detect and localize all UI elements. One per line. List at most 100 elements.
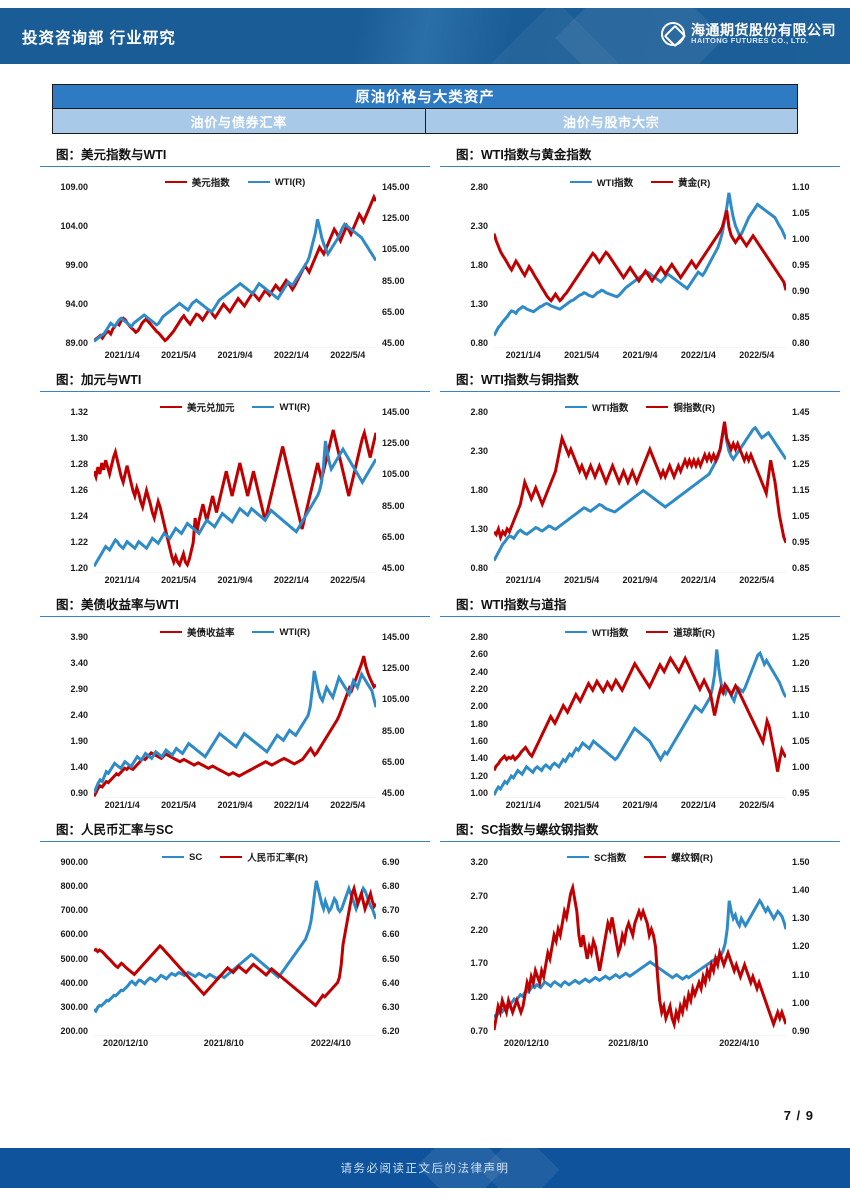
y-tick-left: 2.00	[470, 701, 488, 712]
chart-canvas-ust-yield-wti	[94, 633, 376, 798]
series-line	[94, 219, 376, 341]
y-tick-right: 1.20	[792, 941, 810, 952]
y-tick-left: 500.00	[60, 953, 88, 964]
series-line	[94, 430, 376, 565]
chart-plot-ust-yield-wti: 美债收益率 WTI(R) 3.90 3.40 2.90 2.40 1.90 1.40 0.90 1…	[40, 621, 430, 818]
chart-cell-cny-sc: 图：人民币汇率与SC SC 人民币汇率(R) 900.00 800.00 700.00 60…	[40, 819, 430, 1057]
x-tick: 2022/5/4	[739, 575, 775, 585]
x-tick: 2022/5/4	[330, 575, 366, 585]
chart-cell-ust-yield-wti: 图：美债收益率与WTI 美债收益率 WTI(R) 3.90 3.40 2.90 2.40 1.…	[40, 594, 430, 819]
y-tick-left: 1.80	[470, 260, 488, 270]
y-tick-left: 2.30	[470, 221, 488, 231]
y-tick-left: 900.00	[60, 857, 88, 867]
y-tick-right: 6.60	[382, 929, 400, 940]
y-tick-left: 300.00	[60, 1001, 88, 1012]
y-tick-right: 105.00	[382, 244, 410, 255]
y-tick-right: 1.00	[792, 762, 810, 772]
y-tick-left: 2.40	[70, 710, 88, 720]
y-tick-right: 1.30	[792, 913, 810, 924]
x-tick: 2022/1/4	[680, 350, 716, 360]
y-axis-left-cad-wti: 1.32 1.30 1.28 1.26 1.24 1.22 1.20	[40, 408, 92, 573]
y-tick-right: 6.90	[382, 857, 400, 867]
chart-plot-wti-dow: WTI指数 道琼斯(R) 2.80 2.60 2.40 2.20 2.00 1.80 1.60 1…	[440, 621, 840, 818]
x-tick: 2021/9/4	[622, 575, 658, 585]
x-tick: 2022/1/4	[680, 575, 716, 585]
x-tick: 2022/4/10	[310, 1038, 351, 1048]
x-tick: 2022/1/4	[273, 800, 309, 810]
section-subtitle-right: 油价与股市大宗	[425, 109, 797, 133]
header-department-title: 投资咨询部 行业研究	[22, 30, 176, 47]
chart-canvas-cad-wti	[94, 408, 376, 573]
y-tick-right: 6.40	[382, 977, 400, 988]
chart-title-cad-wti: 图：加元与WTI	[40, 369, 430, 392]
y-tick-right: 85.00	[382, 500, 405, 511]
chart-canvas-sc-rebar	[494, 858, 786, 1036]
y-tick-left: 1.00	[470, 787, 488, 798]
x-axis-wti-copper: 2021/1/4 2021/5/4 2021/9/4 2022/1/4 2022/5/4	[494, 575, 786, 591]
chart-canvas-wti-copper	[494, 408, 786, 573]
y-tick-left: 0.80	[470, 338, 488, 348]
x-tick: 2021/5/4	[564, 350, 600, 360]
y-tick-left: 2.70	[470, 890, 488, 901]
y-tick-right: 0.95	[792, 260, 810, 270]
y-tick-right: 125.00	[382, 438, 410, 449]
y-tick-left: 94.00	[65, 299, 88, 309]
footer-disclaimer: 请务必阅读正文后的法律声明	[340, 1163, 510, 1175]
y-tick-left: 89.00	[65, 338, 88, 348]
logo-company-name-en: HAITONG FUTURES CO., LTD.	[691, 36, 809, 46]
y-axis-right-cad-wti: 145.00 125.00 105.00 85.00 65.00 45.00	[378, 408, 430, 573]
chart-title-usd-index-wti: 图：美元指数与WTI	[40, 144, 430, 167]
y-tick-right: 0.95	[792, 537, 810, 547]
chart-canvas-wti-dow	[494, 633, 786, 798]
x-tick: 2022/1/4	[680, 800, 716, 810]
y-tick-right: 1.10	[792, 182, 810, 192]
page-footer: 请务必阅读正文后的法律声明	[0, 1148, 850, 1188]
x-tick: 2021/1/4	[505, 575, 541, 585]
y-tick-right: 1.25	[792, 459, 810, 469]
x-tick: 2022/5/4	[330, 350, 366, 360]
y-axis-right-wti-copper: 1.45 1.35 1.25 1.15 1.05 0.95 0.85	[788, 408, 840, 573]
series-line	[494, 422, 786, 543]
x-tick: 2022/1/4	[273, 350, 309, 360]
y-tick-right: 1.25	[792, 632, 810, 642]
y-tick-left: 99.00	[65, 260, 88, 270]
y-tick-right: 0.85	[792, 312, 810, 322]
y-tick-right: 65.00	[382, 306, 405, 317]
chart-plot-sc-rebar: SC指数 螺纹钢(R) 3.20 2.70 2.20 1.70 1.20 0.70 1.50 1.…	[440, 846, 840, 1056]
series-line	[94, 197, 376, 341]
y-tick-left: 1.30	[470, 299, 488, 309]
chart-cell-wti-gold: 图：WTI指数与黄金指数 WTI指数 黄金(R) 2.80 2.30 1.80 1.30 0.…	[440, 144, 840, 369]
chart-canvas-wti-gold	[494, 183, 786, 348]
x-tick: 2020/12/10	[503, 1038, 549, 1048]
y-tick-left: 1.20	[70, 563, 88, 573]
y-tick-right: 1.00	[792, 234, 810, 244]
y-tick-right: 0.90	[792, 1025, 810, 1036]
y-tick-right: 145.00	[382, 182, 410, 192]
x-tick: 2021/8/10	[203, 1038, 244, 1048]
logo-company-name-cn: 海通期货股份有限公司	[691, 21, 836, 38]
chart-cell-usd-index-wti: 图：美元指数与WTI 美元指数 WTI(R) 109.00 104.00 99.00 94.…	[40, 144, 430, 369]
y-tick-left: 0.70	[470, 1025, 488, 1036]
y-tick-right: 1.40	[792, 885, 810, 896]
y-tick-left: 3.40	[70, 658, 88, 668]
y-axis-left-wti-dow: 2.80 2.60 2.40 2.20 2.00 1.80 1.60 1.40 1.20 1.00	[440, 633, 492, 798]
y-tick-right: 1.50	[792, 857, 810, 867]
y-tick-right: 6.30	[382, 1001, 400, 1012]
x-tick: 2021/1/4	[104, 575, 140, 585]
company-logo: 海通期货股份有限公司 HAITONG FUTURES CO., LTD.	[661, 22, 836, 46]
y-axis-left-wti-gold: 2.80 2.30 1.80 1.30 0.80	[440, 183, 492, 348]
y-tick-right: 85.00	[382, 275, 405, 286]
x-tick: 2021/5/4	[161, 575, 197, 585]
y-tick-right: 1.20	[792, 658, 810, 668]
y-tick-right: 1.35	[792, 433, 810, 443]
y-tick-right: 45.00	[382, 787, 405, 798]
y-tick-left: 1.40	[470, 753, 488, 764]
series-line	[94, 889, 376, 1006]
x-tick: 2021/1/4	[104, 350, 140, 360]
x-axis-usd-index-wti: 2021/1/4 2021/5/4 2021/9/4 2022/1/4 2022/5/4	[94, 350, 376, 366]
x-tick: 2021/9/4	[217, 350, 253, 360]
y-axis-left-wti-copper: 2.80 2.30 1.80 1.30 0.80	[440, 408, 492, 573]
chart-title-ust-yield-wti: 图：美债收益率与WTI	[40, 594, 430, 617]
y-tick-right: 1.05	[792, 208, 810, 218]
x-tick: 2021/8/10	[608, 1038, 649, 1048]
